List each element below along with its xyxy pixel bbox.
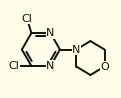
Text: O: O xyxy=(100,62,109,72)
Text: Cl: Cl xyxy=(9,61,19,71)
Text: Cl: Cl xyxy=(22,14,33,24)
Text: N: N xyxy=(72,45,80,55)
Text: N: N xyxy=(46,28,55,38)
Text: N: N xyxy=(46,61,55,71)
